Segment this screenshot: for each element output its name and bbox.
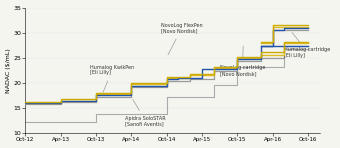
- Text: Apidra SoloSTAR
[Sanofi Aventis]: Apidra SoloSTAR [Sanofi Aventis]: [125, 99, 166, 127]
- Text: Humalog KwikPen
[Eli Lilly]: Humalog KwikPen [Eli Lilly]: [90, 65, 134, 92]
- Text: NovoLog cartridge
[Novo Nordisk]: NovoLog cartridge [Novo Nordisk]: [220, 46, 265, 76]
- Text: Humalog cartridge
[Eli Lilly]: Humalog cartridge [Eli Lilly]: [285, 32, 331, 58]
- Y-axis label: NADAC ($/mL): NADAC ($/mL): [5, 48, 11, 93]
- Text: NovoLog FlexPen
[Novo Nordisk]: NovoLog FlexPen [Novo Nordisk]: [161, 23, 202, 55]
